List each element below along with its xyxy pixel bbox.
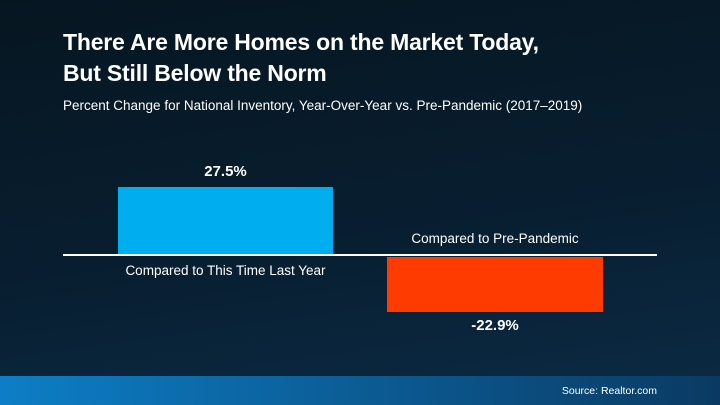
- category-label-last-year: Compared to This Time Last Year: [125, 263, 326, 278]
- category-label-pre-pandemic: Compared to Pre-Pandemic: [411, 231, 579, 246]
- bar-last-year: [118, 187, 333, 254]
- chart-subtitle: Percent Change for National Inventory, Y…: [63, 98, 583, 113]
- source-text: Source: Realtor.com: [561, 384, 657, 397]
- value-label-last-year: 27.5%: [204, 163, 247, 180]
- value-label-pre-pandemic: -22.9%: [471, 317, 519, 334]
- footer-bar: Source: Realtor.com: [0, 376, 720, 405]
- title-line-2: But Still Below the Norm: [63, 60, 327, 86]
- title-line-1: There Are More Homes on the Market Today…: [63, 29, 539, 55]
- slide-header: There Are More Homes on the Market Today…: [63, 27, 680, 113]
- page-title: There Are More Homes on the Market Today…: [63, 27, 680, 89]
- bar-pre-pandemic: [387, 257, 603, 312]
- zero-axis-line: [63, 254, 657, 256]
